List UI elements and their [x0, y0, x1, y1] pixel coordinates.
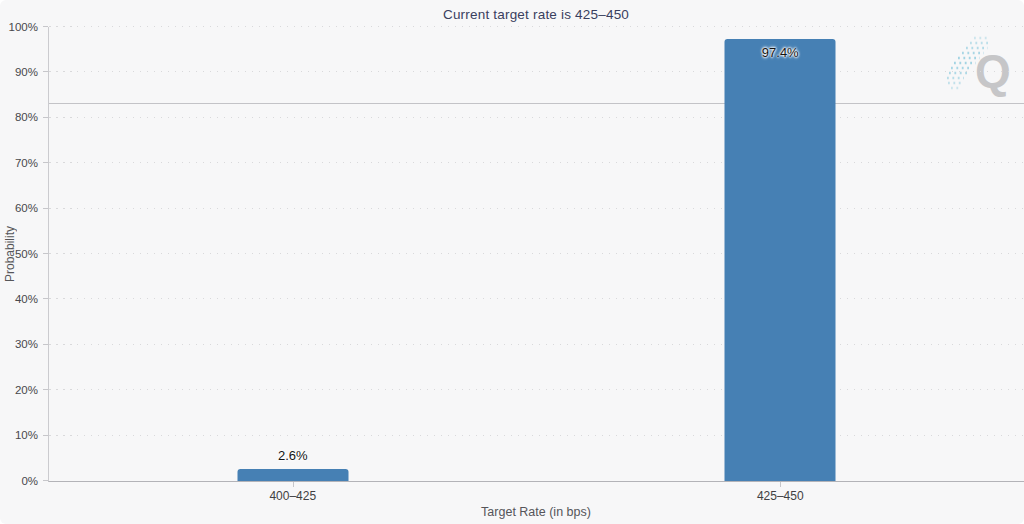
reference-line: [49, 103, 1024, 104]
bar-value-label: 2.6%: [278, 448, 308, 464]
gridline: [49, 162, 1024, 163]
gridline: [49, 71, 1024, 72]
gridline: [49, 389, 1024, 390]
y-axis-tick-label: 40%: [15, 294, 38, 306]
x-axis-title: Target Rate (in bps): [48, 505, 1024, 519]
x-axis-tick: [780, 482, 781, 487]
gridline: [49, 435, 1024, 436]
gridline: [49, 26, 1024, 27]
y-axis-tick-label: 70%: [15, 157, 38, 169]
y-axis-tick-label: 0%: [21, 475, 38, 487]
gridline: [49, 208, 1024, 209]
bar-value-label: 97.4%: [762, 45, 799, 61]
bar-425–450[interactable]: [725, 39, 836, 481]
y-axis-tick-label: 80%: [15, 112, 38, 124]
probability-bar-chart: Current target rate is 425–450 Q 0%10%20…: [0, 0, 1024, 524]
plot-area: 2.6%400–42597.4%425–450: [48, 27, 1024, 482]
y-axis-tick-label: 60%: [15, 203, 38, 215]
y-axis-tick-label: 20%: [15, 384, 38, 396]
y-axis-title: Probability: [2, 27, 18, 481]
gridline: [49, 253, 1024, 254]
y-axis-tick-label: 30%: [15, 339, 38, 351]
x-axis-category-label: 400–425: [269, 489, 316, 503]
x-axis-tick: [293, 482, 294, 487]
gridline: [49, 298, 1024, 299]
gridline: [49, 344, 1024, 345]
gridline: [49, 117, 1024, 118]
y-axis-tick-label: 90%: [15, 67, 38, 79]
y-axis-tick-label: 50%: [15, 248, 38, 260]
y-axis-tick-label: 10%: [15, 430, 38, 442]
chart-title: Current target rate is 425–450: [48, 7, 1024, 22]
x-axis-category-label: 425–450: [757, 489, 804, 503]
bar-400–425[interactable]: [237, 469, 348, 481]
